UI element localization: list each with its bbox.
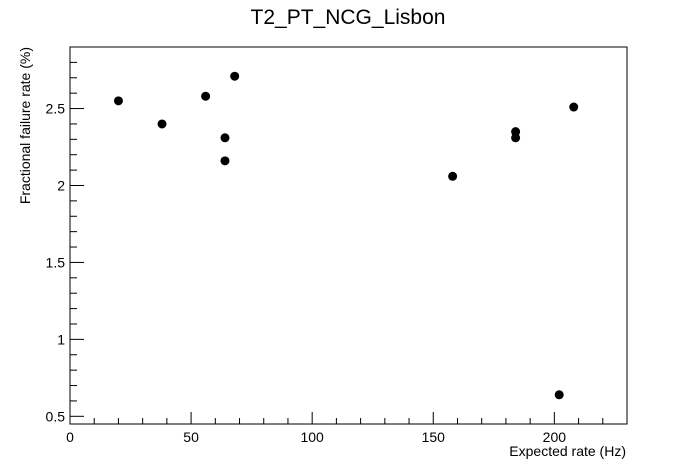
data-point — [511, 127, 521, 137]
y-tick-label: 1 — [57, 331, 65, 347]
y-tick-label: 2 — [57, 177, 65, 193]
y-tick-label: 0.5 — [46, 408, 66, 424]
y-axis: 0.5 1 1.5 2 2.5 — [46, 46, 84, 424]
data-points — [113, 71, 579, 400]
chart-title: T2_PT_NCG_Lisbon — [251, 6, 446, 29]
data-point — [230, 71, 240, 81]
data-point — [569, 102, 579, 112]
y-tick-label: 1.5 — [46, 254, 66, 270]
y-axis-title: Fractional failure rate (%) — [17, 47, 33, 204]
x-tick-label: 200 — [543, 429, 567, 445]
data-point — [220, 156, 230, 166]
data-point — [511, 133, 521, 143]
x-tick-label: 150 — [422, 429, 446, 445]
x-axis: 0 50 100 150 200 — [66, 412, 628, 445]
x-tick-label: 0 — [66, 429, 74, 445]
x-axis-title: Expected rate (Hz) — [509, 443, 626, 459]
data-point — [157, 119, 167, 129]
y-tick-label: 2.5 — [46, 101, 66, 117]
data-point — [220, 133, 230, 143]
plot-frame — [69, 46, 628, 425]
data-point — [554, 390, 564, 400]
plot-border — [69, 46, 628, 425]
x-tick-label: 50 — [183, 429, 199, 445]
data-point — [448, 171, 458, 181]
data-point — [113, 96, 123, 106]
data-point — [201, 91, 211, 101]
x-tick-label: 100 — [300, 429, 324, 445]
